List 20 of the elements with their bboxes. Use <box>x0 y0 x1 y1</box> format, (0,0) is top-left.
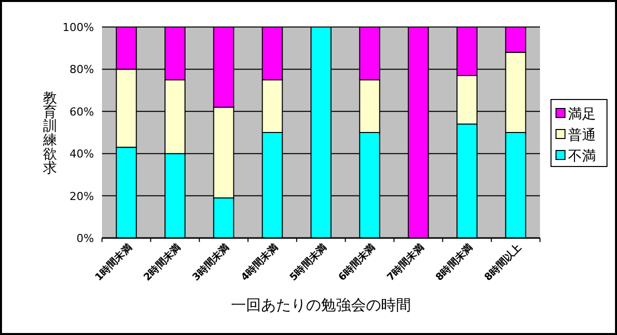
x-axis-title: 一回あたりの勉強会の時間 <box>231 296 411 314</box>
y-tick-label: 0% <box>76 232 94 245</box>
y-tick-label: 80% <box>70 63 94 76</box>
y-tick-label: 40% <box>70 148 94 161</box>
x-tick-label: 3時間未満 <box>190 242 232 284</box>
x-tick-label: 4時間未満 <box>238 242 280 284</box>
x-tick-label: 6時間未満 <box>336 242 378 284</box>
x-tick-label: 7時間未満 <box>384 242 426 284</box>
legend-label: 普通 <box>568 126 596 144</box>
y-tick-label: 60% <box>70 105 94 118</box>
x-tick-label: 1時間未満 <box>92 242 134 284</box>
x-tick-label: 8時間以上 <box>482 242 524 284</box>
x-tick-label: 2時間未満 <box>141 242 184 284</box>
x-tick-label: 5時間未満 <box>287 242 330 284</box>
y-tick-label: 100% <box>62 21 94 34</box>
legend-label: 不満 <box>568 148 596 164</box>
y-tick-label: 20% <box>70 190 94 203</box>
y-axis-title: 教育訓練欲求 <box>42 90 57 176</box>
legend-label: 満足 <box>568 106 596 122</box>
x-tick-label: 8時間未満 <box>433 242 476 284</box>
